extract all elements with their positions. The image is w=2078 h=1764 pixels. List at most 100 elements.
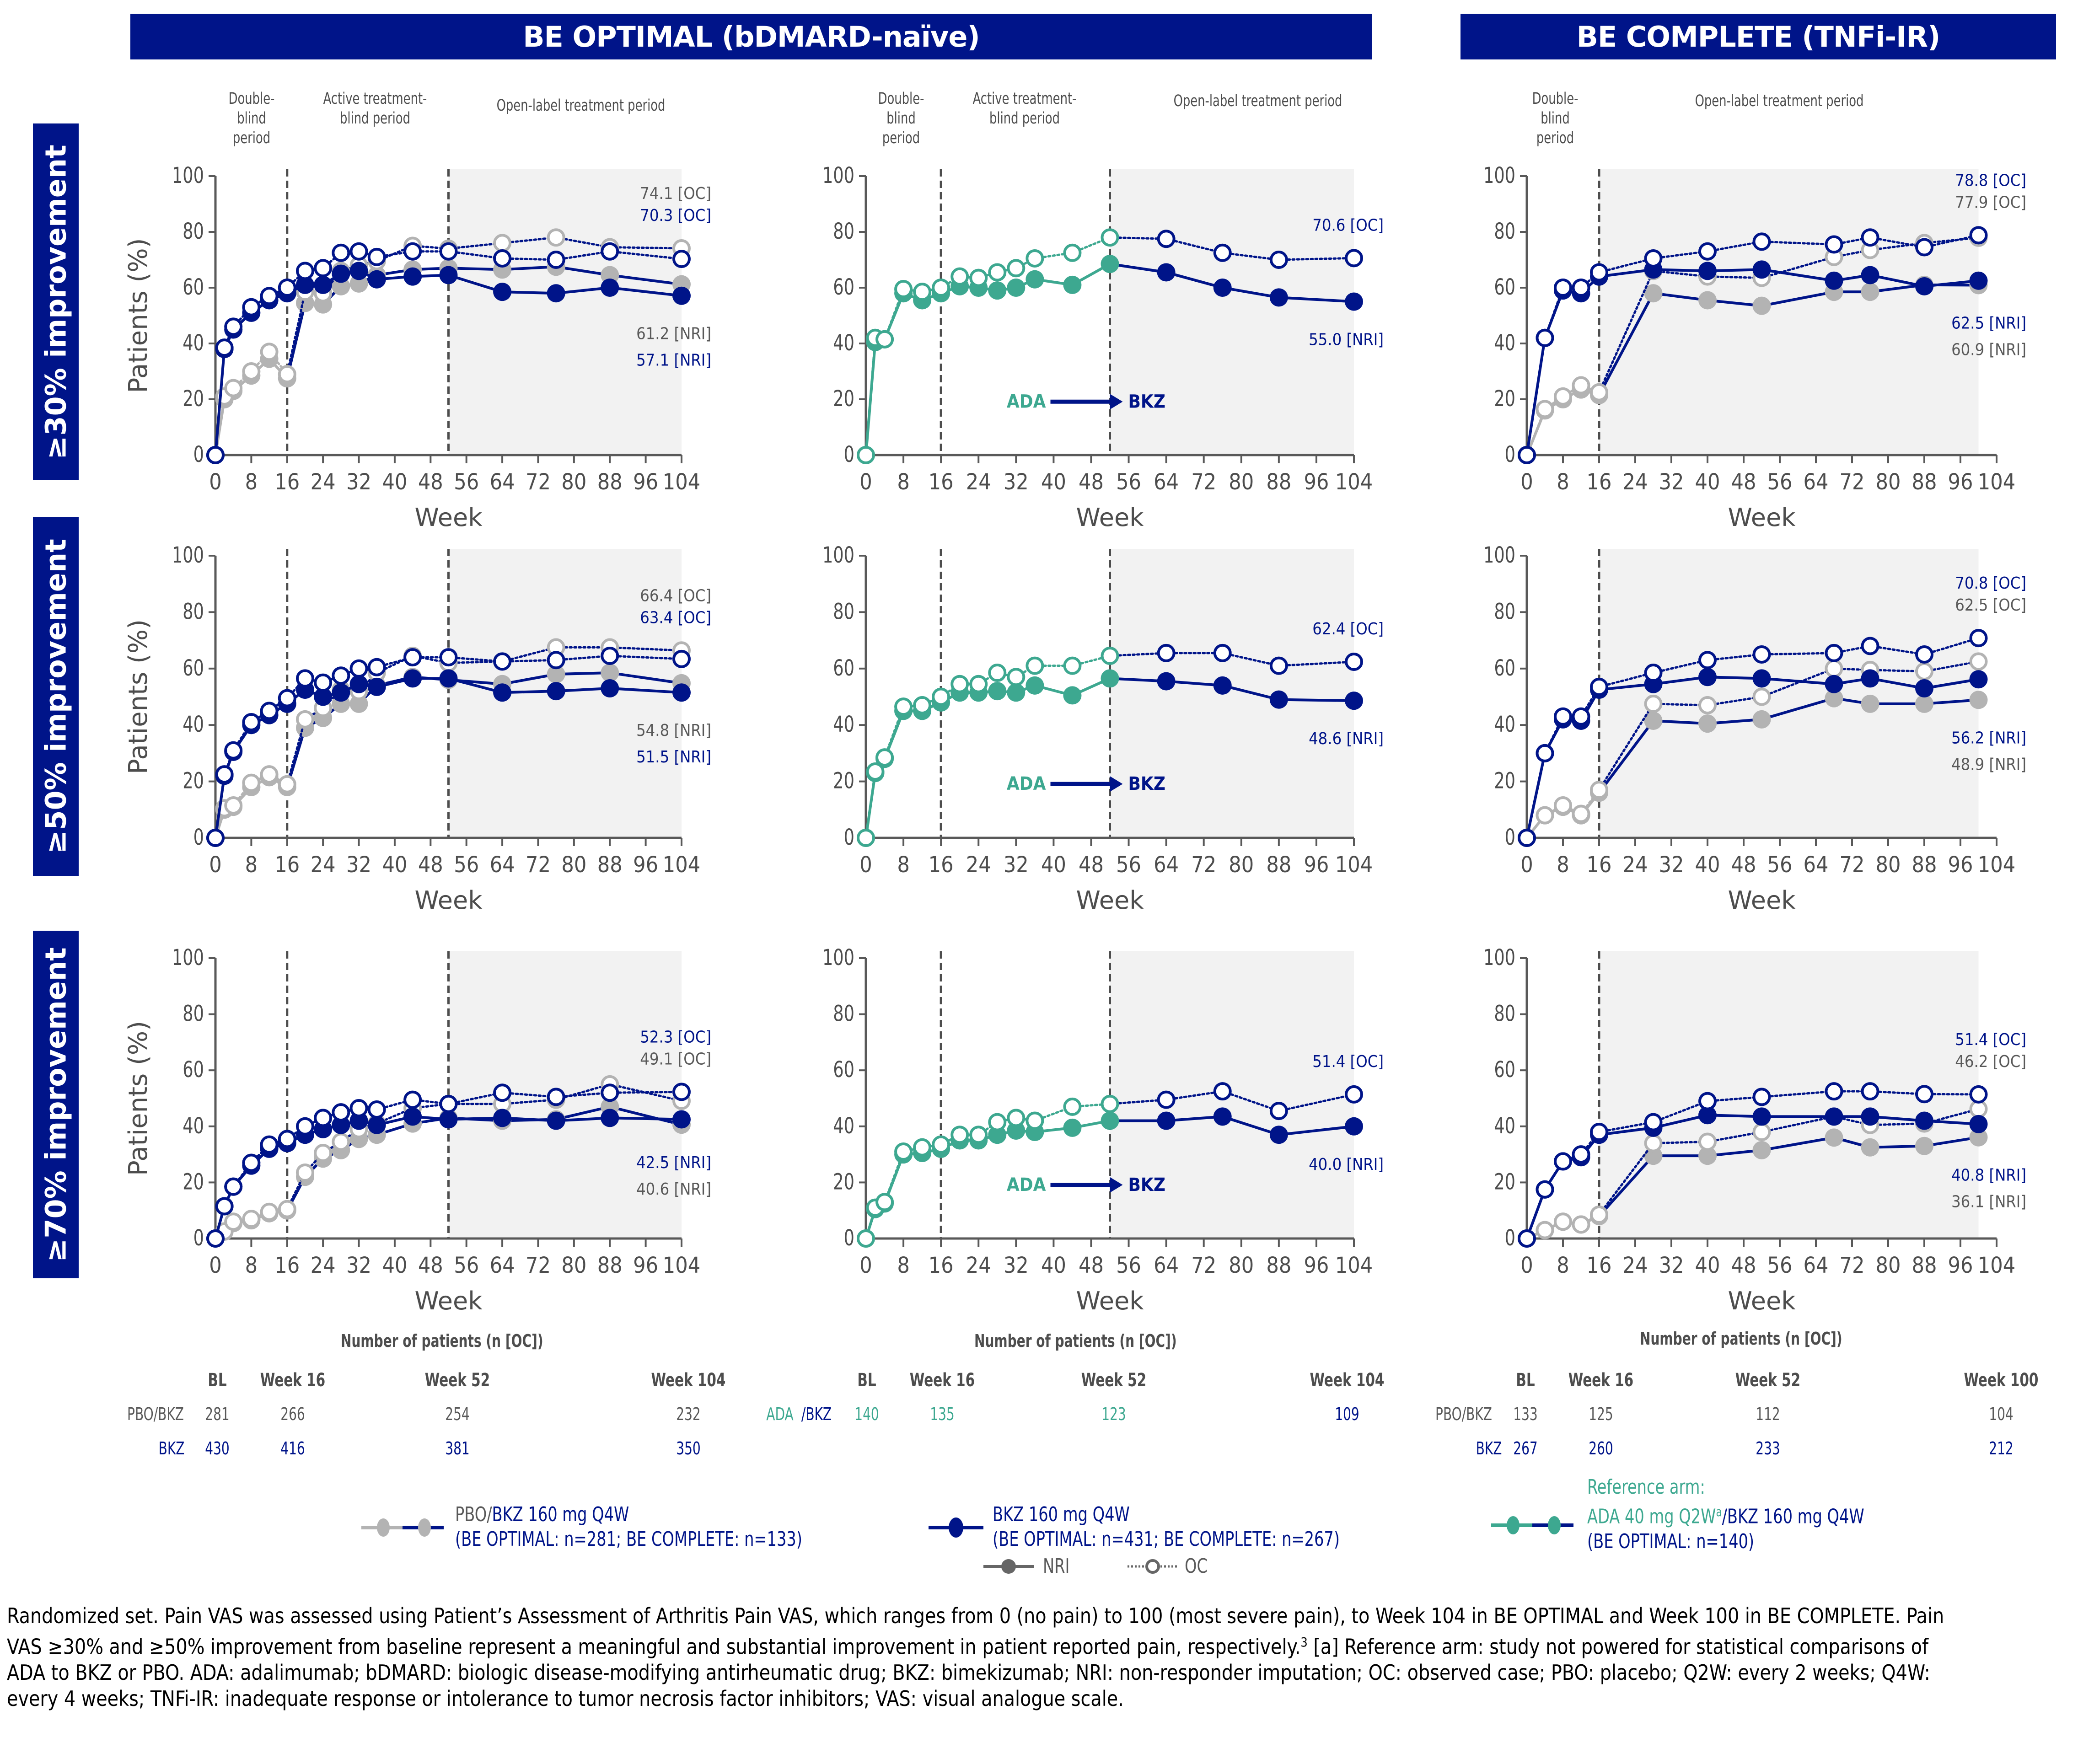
table-cell: 125 [1589, 1404, 1613, 1424]
legend-nri-label: NRI [1043, 1555, 1070, 1578]
series-segment [1598, 257, 1654, 273]
data-point-oc [1572, 1215, 1590, 1234]
data-point-nri [1698, 1106, 1717, 1125]
series-segment [1760, 677, 1836, 686]
period-active-blind-col1: Active treatment-blind period [323, 90, 427, 128]
series-segment [1652, 659, 1709, 674]
data-point-oc [278, 365, 296, 384]
table-arm-label: /BKZ [801, 1404, 832, 1424]
table-cell: 233 [1756, 1438, 1780, 1458]
data-point-oc [278, 775, 296, 794]
x-tick-label: 88 [597, 852, 623, 878]
data-point-nri [1915, 694, 1933, 713]
data-point-oc [875, 330, 894, 349]
legend-pbo-prefix: PBO/ [455, 1503, 492, 1526]
x-tick-label: 104 [1978, 1253, 2015, 1278]
y-tick-label: 20 [183, 1169, 204, 1195]
data-point-oc [1825, 643, 1843, 662]
data-point-nri [1644, 1147, 1663, 1165]
series-segment [1706, 1131, 1763, 1143]
data-point-oc [1536, 1221, 1554, 1239]
series-segment [214, 773, 226, 839]
y-tick-label: 20 [833, 1169, 854, 1195]
series-segment [1108, 677, 1168, 683]
data-point-oc [1518, 446, 1536, 464]
series-segment [864, 337, 877, 456]
x-tick-label: 88 [1912, 852, 1937, 878]
data-point-nri [439, 1110, 458, 1129]
y-tick-label: 100 [172, 163, 204, 188]
y-tick-label: 0 [1505, 442, 1515, 467]
data-point-oc [224, 796, 243, 815]
series-segment [1221, 652, 1280, 667]
data-point-nri [332, 683, 350, 702]
data-point-oc [1572, 804, 1590, 823]
data-point-oc [672, 250, 691, 268]
table-cell: 133 [1513, 1404, 1538, 1424]
table-arm-label: BKZ [1476, 1438, 1502, 1458]
x-tick-label: 0 [859, 1253, 872, 1278]
data-point-oc [206, 446, 225, 464]
x-tick-label: 88 [1912, 469, 1937, 495]
data-point-nri [314, 687, 333, 706]
data-point-nri [403, 1107, 422, 1126]
x-tick-label: 64 [490, 852, 515, 878]
data-point-oc [1915, 645, 1933, 664]
x-tick-label: 40 [1695, 852, 1720, 878]
data-point-oc [439, 648, 458, 667]
series-segment [501, 646, 558, 663]
series-segment [1109, 652, 1168, 657]
series-segment [1221, 1090, 1280, 1112]
series-segment [1525, 337, 1546, 456]
period-open-label-col1: Open-label treatment period [496, 97, 666, 115]
end-value-label: 62.5 [NRI] [1951, 314, 2026, 333]
table-title-optimal-ada: Number of patients (n [OC]) [974, 1331, 1177, 1351]
series-segment [1580, 1213, 1600, 1226]
data-point-oc [1063, 656, 1082, 675]
y-tick-label: 20 [833, 386, 854, 412]
data-point-oc [894, 1142, 913, 1161]
data-point-nri [349, 274, 368, 293]
x-tick-label: 72 [1840, 852, 1865, 878]
data-point-nri [1698, 291, 1717, 310]
end-value-label: 55.0 [NRI] [1309, 331, 1384, 349]
data-point-oc [601, 1083, 619, 1102]
data-point-nri [349, 1111, 368, 1130]
data-point-oc [1698, 242, 1717, 261]
x-tick-label: 80 [561, 469, 586, 495]
x-tick-label: 80 [1229, 852, 1254, 878]
x-tick-label: 48 [1731, 852, 1756, 878]
data-point-nri [493, 683, 512, 702]
series-segment [1760, 697, 1836, 721]
end-value-label: 52.3 [OC] [640, 1028, 711, 1046]
end-value-label: 51.4 [OC] [1312, 1052, 1384, 1071]
y-tick-label: 80 [1494, 219, 1515, 244]
data-point-oc [278, 279, 296, 297]
x-tick-label: 88 [1912, 1253, 1937, 1278]
data-point-nri [1101, 669, 1119, 688]
x-tick-label: 8 [1557, 469, 1569, 495]
series-segment [608, 246, 683, 250]
y-tick-label: 20 [1494, 1169, 1515, 1195]
end-value-label: 48.9 [NRI] [1951, 755, 2026, 774]
data-point-nri [1101, 255, 1119, 273]
data-point-nri [1698, 668, 1717, 686]
data-point-nri [1752, 260, 1771, 279]
x-tick-label: 48 [1731, 1253, 1756, 1278]
table-header: Week 16 [909, 1370, 975, 1391]
legend-oc-label: OC [1185, 1555, 1208, 1578]
open-label-shading [1599, 169, 1979, 455]
data-point-oc [215, 765, 234, 784]
series-segment [1165, 1090, 1224, 1101]
y-tick-label: 20 [1494, 768, 1515, 794]
y-tick-label: 100 [822, 945, 854, 970]
data-point-nri [332, 1115, 350, 1134]
data-point-nri [1063, 686, 1082, 705]
data-point-oc [295, 710, 314, 729]
data-point-oc [260, 1202, 279, 1221]
data-point-oc [913, 696, 932, 715]
legend-ada-marker [1491, 1516, 1573, 1534]
data-point-nri [1213, 279, 1232, 297]
data-point-oc [969, 1126, 988, 1144]
data-point-oc [1915, 238, 1933, 257]
